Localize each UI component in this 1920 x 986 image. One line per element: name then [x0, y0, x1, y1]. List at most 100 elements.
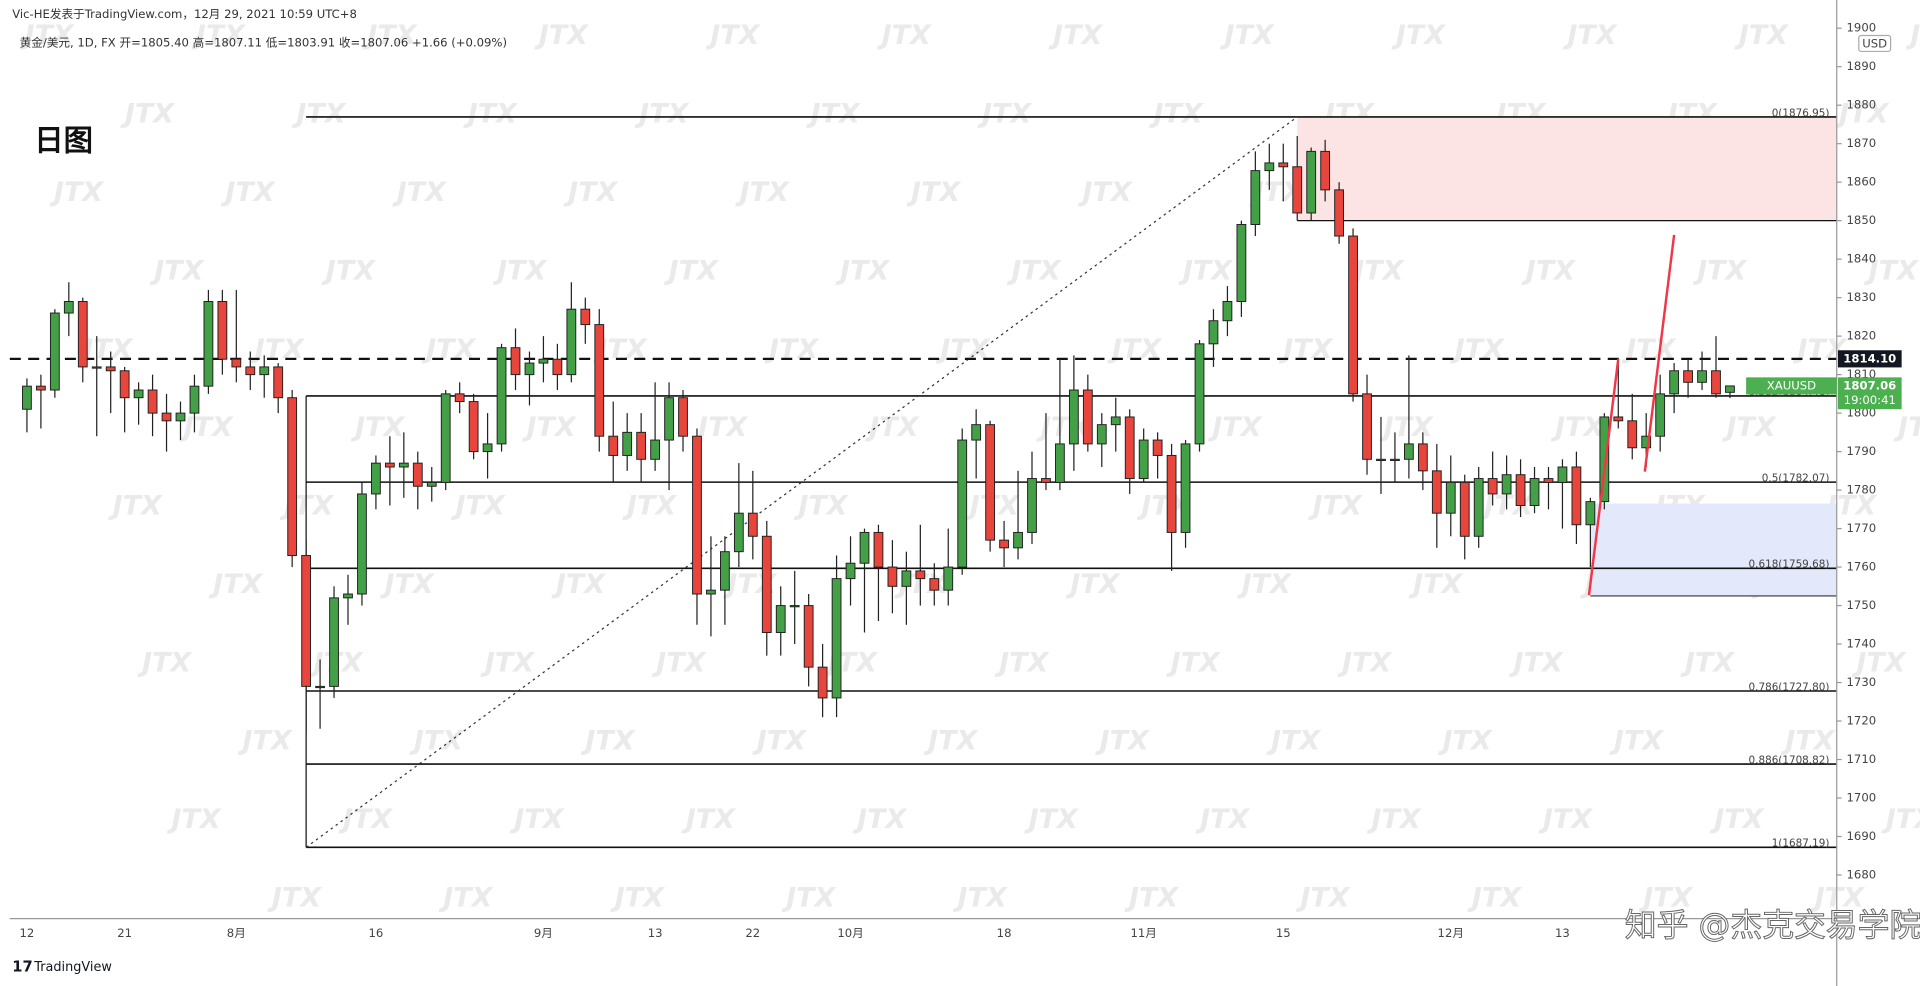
candle-body	[678, 397, 688, 437]
candle-body	[1082, 389, 1093, 445]
candle-body	[343, 593, 353, 599]
candle-body	[901, 570, 912, 587]
watermark: JTX	[1006, 255, 1061, 286]
watermark: JTX	[1148, 99, 1203, 130]
watermark: JTX	[179, 412, 234, 443]
candle-body	[1222, 300, 1233, 322]
candle-body	[622, 431, 633, 456]
header: Vic-HE发表于TradingView.com，12月 29, 2021 10…	[12, 7, 357, 21]
watermark: JTX	[1295, 883, 1350, 914]
plot-area: 0(1876.95)0.382(1804.46)0.5(1782.07)0.61…	[9, 107, 1837, 850]
fib-label: 0(1876.95)	[1772, 107, 1830, 119]
watermark: JTX	[1166, 647, 1221, 678]
watermark: JTX	[1379, 412, 1434, 443]
candle-body	[35, 385, 46, 391]
watermark: JTX	[522, 412, 577, 443]
candle-body	[1250, 170, 1261, 225]
candle-body	[1459, 481, 1470, 537]
watermark: JTX	[120, 99, 175, 130]
watermark: JTX	[1048, 20, 1103, 51]
candle-body	[1431, 470, 1442, 514]
watermark: JTX	[634, 99, 689, 130]
candle-body	[454, 393, 465, 403]
last-price-box	[1837, 377, 1902, 410]
x-tick-label: 10月	[837, 926, 863, 940]
watermark: JTX	[421, 334, 476, 365]
y-tick-label: 1770	[1847, 521, 1877, 535]
candle-body	[664, 397, 674, 441]
candle-body	[1068, 389, 1079, 445]
x-tick-label: 15	[1276, 926, 1291, 940]
candle-body	[259, 366, 270, 376]
svg-text:17: 17	[12, 959, 32, 976]
watermark: JTX	[1864, 255, 1919, 286]
candle-body	[468, 401, 479, 453]
candle-body	[594, 324, 605, 437]
candle-body	[105, 366, 116, 372]
watermark: JTX	[1692, 255, 1747, 286]
watermark: JTX	[1337, 647, 1392, 678]
watermark: JTX	[1550, 412, 1605, 443]
candle-body	[1641, 435, 1652, 449]
candle-body	[608, 435, 619, 456]
y-tick-label: 1690	[1847, 829, 1877, 843]
candle-body	[357, 493, 367, 595]
candle-body	[1348, 235, 1358, 395]
watermark: JTX	[1780, 726, 1835, 757]
candle-body	[315, 685, 325, 689]
watermark: JTX	[664, 255, 719, 286]
candle-body	[1669, 370, 1680, 395]
watermark: JTX	[321, 255, 376, 286]
candle-body	[1110, 416, 1121, 426]
watermark: JTX	[509, 804, 564, 835]
footer-watermark: 知乎 @杰克交易学院	[1625, 906, 1920, 944]
watermark: JTX	[852, 804, 907, 835]
y-tick-label: 1840	[1847, 252, 1877, 266]
symbol-box	[1746, 377, 1837, 395]
candle-body	[1362, 393, 1372, 460]
x-tick-label: 12月	[1438, 926, 1464, 940]
watermark: JTX	[622, 491, 677, 522]
candle-body	[915, 570, 926, 580]
y-tick-label: 1710	[1847, 752, 1877, 766]
candle-body	[1278, 162, 1289, 168]
watermark: JTX	[480, 647, 535, 678]
watermark: JTX	[1521, 255, 1576, 286]
candle-body	[720, 551, 730, 591]
candle-body	[217, 300, 228, 360]
watermark: JTX	[764, 334, 819, 365]
candle-body	[943, 566, 954, 591]
y-tick-label: 1730	[1847, 675, 1877, 689]
candle-body	[91, 366, 102, 369]
watermark: JTX	[492, 255, 547, 286]
candle-body	[831, 578, 842, 699]
candle-body	[1445, 481, 1456, 514]
candle-body	[971, 424, 982, 441]
chart-title: 日图	[34, 124, 93, 158]
candle-body	[650, 439, 661, 460]
watermark: JTX	[208, 569, 263, 600]
watermark: JTX	[1391, 20, 1446, 51]
watermark: JTX	[220, 177, 275, 208]
x-tick-label: 11月	[1130, 926, 1156, 940]
watermark: JTX	[267, 883, 322, 914]
candle-body	[887, 566, 898, 587]
watermark: JTX	[1237, 569, 1292, 600]
candle-body	[231, 358, 242, 368]
candle-body	[761, 535, 772, 633]
candle-body	[1041, 478, 1051, 483]
candle-body	[426, 481, 437, 487]
watermark: JTX	[953, 883, 1008, 914]
candle-body	[1515, 474, 1526, 506]
x-tick-label: 9月	[534, 926, 553, 940]
watermark: JTX	[1709, 804, 1764, 835]
y-tick-label: 1820	[1847, 329, 1877, 343]
candle-body	[957, 439, 968, 568]
candle-body	[1194, 343, 1205, 445]
fib-label: 0.5(1782.07)	[1762, 472, 1830, 484]
watermark: JTX	[108, 491, 163, 522]
last-price-label: 1807.06	[1843, 378, 1896, 392]
x-tick-label: 13	[648, 926, 663, 940]
candle-body	[985, 424, 996, 541]
watermark: JTX	[563, 177, 618, 208]
